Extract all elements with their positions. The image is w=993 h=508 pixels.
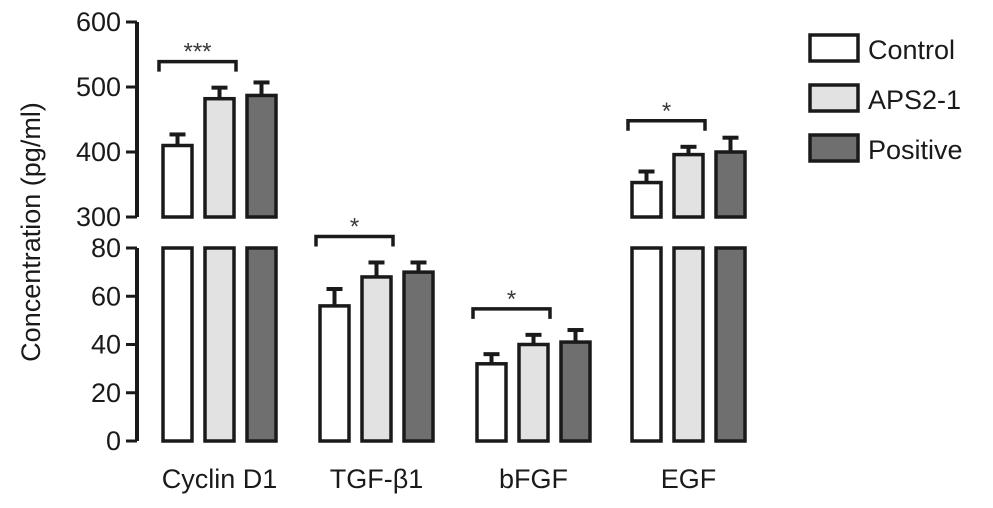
bar-upper-segment <box>672 152 705 219</box>
legend-label: APS2-1 <box>868 85 961 115</box>
significance-bracket <box>157 59 238 72</box>
y-tick-label: 300 <box>76 202 121 232</box>
significance-bracket <box>314 234 395 247</box>
category-labels: Cyclin D1 TGF-β1 bFGF EGF <box>162 464 717 494</box>
significance-group: ****** <box>157 39 707 319</box>
significance-label: *** <box>183 39 211 66</box>
y-tick-label: 20 <box>91 378 121 408</box>
legend-label: Control <box>868 35 955 65</box>
y-tick-label: 0 <box>106 426 121 456</box>
bar-lower-segment <box>672 246 705 443</box>
bar <box>318 304 351 443</box>
bar-upper-segment <box>245 93 278 219</box>
bar <box>517 342 550 443</box>
bar-lower-segment <box>245 246 278 443</box>
significance-bracket <box>626 119 707 131</box>
significance-label: * <box>350 213 359 240</box>
bar-lower-segment <box>630 246 663 443</box>
significance-bracket <box>471 307 552 319</box>
legend-swatch <box>808 83 860 113</box>
bar-lower-segment <box>203 246 236 443</box>
y-tick-label: 60 <box>91 281 121 311</box>
legend-label: Positive <box>868 135 963 165</box>
category-label: bFGF <box>499 464 568 494</box>
y-axis-title: Concentration (pg/ml) <box>16 102 46 362</box>
bar <box>402 270 435 443</box>
y-tick-label: 400 <box>76 137 121 167</box>
bar-lower-segment <box>714 246 747 443</box>
y-tick-label: 40 <box>91 330 121 360</box>
bar-upper-segment <box>203 96 236 219</box>
bar <box>360 275 393 443</box>
category-label: EGF <box>661 464 717 494</box>
bar-upper-segment <box>161 143 194 219</box>
legend-swatch <box>808 133 860 163</box>
legend: Control APS2-1 Positive <box>808 33 963 165</box>
y-tick-label: 500 <box>76 72 121 102</box>
y-tick-label: 80 <box>91 233 121 263</box>
category-label: TGF-β1 <box>330 464 424 494</box>
bar <box>559 340 592 443</box>
bar-lower-segment <box>161 246 194 443</box>
significance-label: * <box>507 286 516 313</box>
y-axis-upper: 300 400 500 600 <box>76 7 139 232</box>
y-tick-label: 600 <box>76 7 121 37</box>
y-axis-lower: 0 20 40 60 80 <box>91 233 139 456</box>
bar-upper-segment <box>714 150 747 219</box>
category-label: Cyclin D1 <box>162 464 278 494</box>
bar-upper-segment <box>630 180 663 219</box>
bar <box>475 362 508 443</box>
bars-group <box>161 80 747 443</box>
significance-label: * <box>662 98 671 125</box>
legend-swatch <box>808 33 860 63</box>
